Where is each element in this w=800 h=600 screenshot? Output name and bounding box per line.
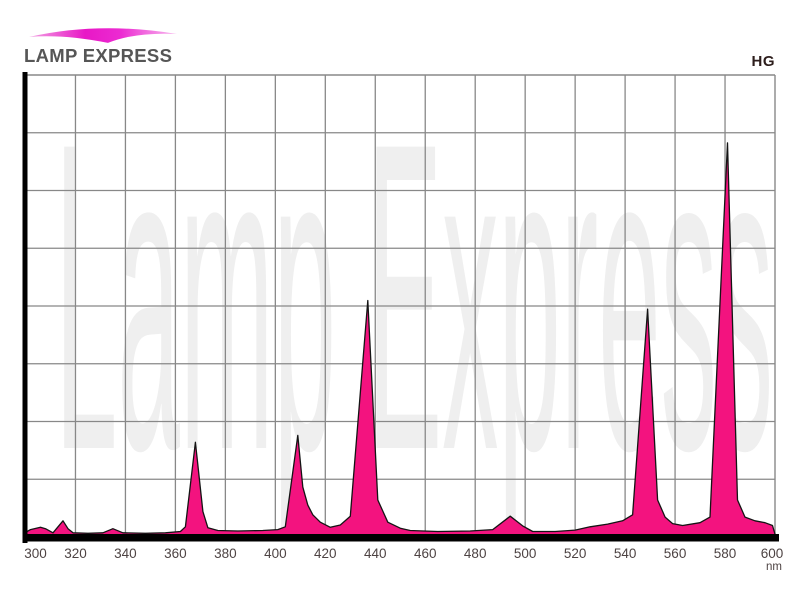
x-tick-label: 380 xyxy=(214,546,237,561)
x-tick-label: 340 xyxy=(114,546,137,561)
watermark-text: Lamp Express xyxy=(55,51,773,544)
y-axis xyxy=(22,72,28,543)
x-axis-unit: nm xyxy=(766,561,782,573)
x-tick-label: 480 xyxy=(464,546,487,561)
x-tick-label: 440 xyxy=(364,546,387,561)
x-tick-label: 600 xyxy=(761,546,784,561)
lamp-type-label: HG xyxy=(751,53,775,70)
logo-swoosh-icon xyxy=(28,28,178,43)
spectrum-area xyxy=(24,142,776,538)
x-tick-label: 540 xyxy=(614,546,637,561)
x-tick-label: 580 xyxy=(714,546,737,561)
x-tick-label: 560 xyxy=(664,546,687,561)
x-tick-label: 360 xyxy=(164,546,187,561)
x-tick-label: 400 xyxy=(264,546,287,561)
x-axis xyxy=(22,534,779,542)
x-tick-label: 320 xyxy=(64,546,87,561)
x-tick-label: 300 xyxy=(24,546,47,561)
x-tick-label: 500 xyxy=(514,546,537,561)
x-tick-label: 520 xyxy=(564,546,587,561)
x-tick-label: 420 xyxy=(314,546,337,561)
logo-text: LAMP EXPRESS xyxy=(24,45,173,66)
x-tick-label: 460 xyxy=(414,546,437,561)
